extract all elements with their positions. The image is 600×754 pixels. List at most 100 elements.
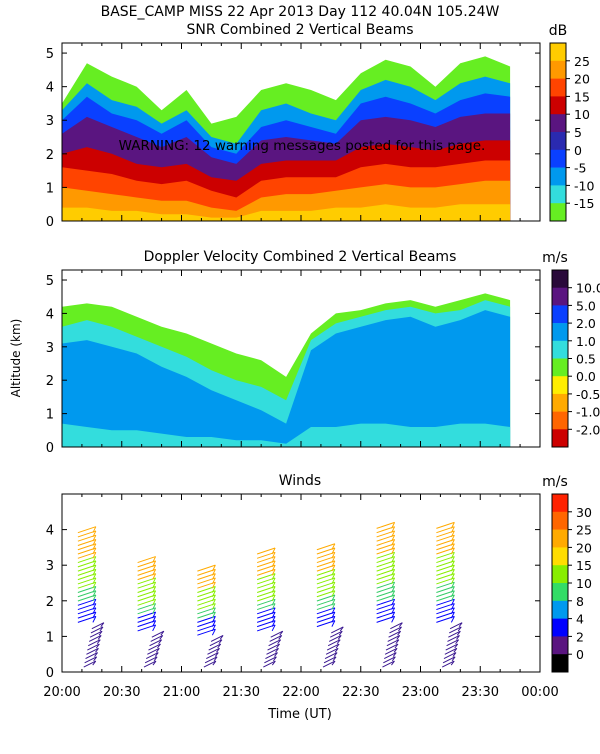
wind-barb-flag [450, 547, 455, 555]
wind-barb [145, 652, 159, 660]
colorbar-segment [552, 358, 568, 377]
wind-barb [77, 526, 97, 534]
wind-barb [151, 630, 165, 638]
colorbar-segment [550, 203, 566, 222]
wind-barb-flag [99, 626, 104, 632]
wind-barb-flag [392, 652, 397, 657]
x-tick-label: 22:30 [342, 685, 379, 700]
wind-barb-flag [152, 620, 157, 627]
panel-3: Winds 0 1 2 3 4 20:00 20:30 21:00 21:30 22:00 22:30… [43, 473, 592, 700]
wind-barb [265, 652, 278, 660]
wind-barb [389, 626, 402, 634]
wind-barb [88, 639, 101, 647]
wind-barb-flag [271, 607, 276, 615]
wind-barb-flag [211, 616, 216, 623]
wind-barb-flag [331, 611, 336, 619]
colorbar-label: 10.0 [576, 281, 600, 296]
wind-barb-flag [450, 611, 455, 619]
wind-barb-flag [455, 639, 459, 645]
wind-barb-flag [271, 611, 276, 619]
wind-barb-flag [331, 599, 336, 606]
wind-barb-flag [331, 590, 336, 597]
colorbar-2: m/s 10.0 5.0 2.0 1.0 0.5 0.0 -0.5 -1.0 -2.0 [542, 250, 600, 448]
wind-barb-flag [331, 620, 336, 627]
wind-barb [329, 630, 343, 638]
wind-barb [436, 521, 455, 529]
colorbar-segment [552, 429, 568, 448]
wind-barb-flag [92, 534, 97, 542]
colorbar-label: 25 [576, 523, 592, 538]
wind-barb-flag [271, 616, 276, 623]
colorbar-segment [552, 393, 568, 412]
colorbar-unit: m/s [542, 250, 568, 266]
wind-barb-flag [271, 577, 276, 585]
wind-barb-flag [450, 560, 455, 568]
wind-barb-flag [92, 607, 97, 615]
wind-barb-flag [271, 624, 276, 632]
colorbar-label: 10 [574, 107, 590, 122]
y-tick-label: 1 [46, 630, 54, 645]
wind-barb-flag [152, 560, 157, 568]
wind-barb-flag [217, 643, 222, 649]
wind-barb-flag [211, 577, 216, 585]
wind-barb-flag [92, 560, 97, 568]
wind-barb [197, 564, 216, 572]
colorbar-segment [552, 511, 568, 530]
colorbar-label: 4 [576, 612, 584, 627]
wind-barb [270, 630, 283, 638]
wind-barb-flag [331, 556, 336, 563]
y-tick-label: 4 [46, 524, 54, 539]
wind-barb-flag [391, 616, 396, 623]
panel-3-title: Winds [279, 473, 321, 489]
wind-barb-flag [391, 543, 396, 550]
wind-barb-flag [450, 522, 455, 529]
wind-barb-flag [211, 624, 216, 632]
wind-barb-flag [92, 599, 97, 606]
x-tick-label: 23:30 [462, 685, 499, 700]
x-tick-label: 20:30 [103, 685, 140, 700]
colorbar-label: 0 [574, 143, 582, 158]
wind-barb [143, 660, 157, 668]
wind-barb-flag [331, 552, 336, 559]
colorbar-label: 15 [574, 89, 590, 104]
wind-barb-flag [152, 569, 157, 576]
wind-barb-flag [450, 539, 455, 546]
wind-barb-flag [450, 577, 455, 585]
colorbar-label: 5 [574, 125, 582, 140]
wind-barb-flag [92, 581, 97, 589]
colorbar-label: -1.0 [576, 405, 600, 420]
wind-barb-flag [92, 590, 97, 597]
wind-barb [386, 639, 400, 647]
y-tick-label: 0 [46, 441, 54, 456]
colorbar-label: -10 [574, 178, 594, 193]
wind-barb-flag [452, 652, 457, 657]
wind-barb-flag [391, 611, 396, 619]
wind-barb-flag [331, 573, 336, 580]
wind-barb [322, 660, 336, 668]
wind-barb-flag [450, 569, 455, 576]
wind-barb-flag [92, 543, 97, 550]
wind-barb-flag [450, 530, 455, 538]
wind-barb [89, 630, 103, 638]
wind-barb [148, 643, 161, 651]
wind-barb-flag [391, 539, 396, 546]
wind-barb [384, 647, 398, 655]
colorbar-segment [550, 78, 566, 97]
wind-barb [447, 635, 460, 642]
colorbar-segment [552, 323, 568, 342]
wind-barb-flag [94, 652, 98, 657]
wind-barb-flag [458, 622, 463, 627]
wind-barb-flag [271, 560, 276, 568]
wind-barb [382, 660, 395, 668]
colorbar-label: 15 [576, 558, 592, 573]
wind-barb-flag [331, 569, 336, 576]
colorbar-segment [552, 565, 568, 584]
wind-barb-flag [211, 569, 216, 576]
wind-barb-flag [93, 656, 98, 662]
wind-barb-flag [333, 652, 338, 657]
wind-barb-flag [272, 656, 277, 662]
wind-barb-flag [332, 656, 337, 662]
wind-barb-flag [396, 635, 401, 640]
wind-barb-flag [275, 647, 279, 653]
